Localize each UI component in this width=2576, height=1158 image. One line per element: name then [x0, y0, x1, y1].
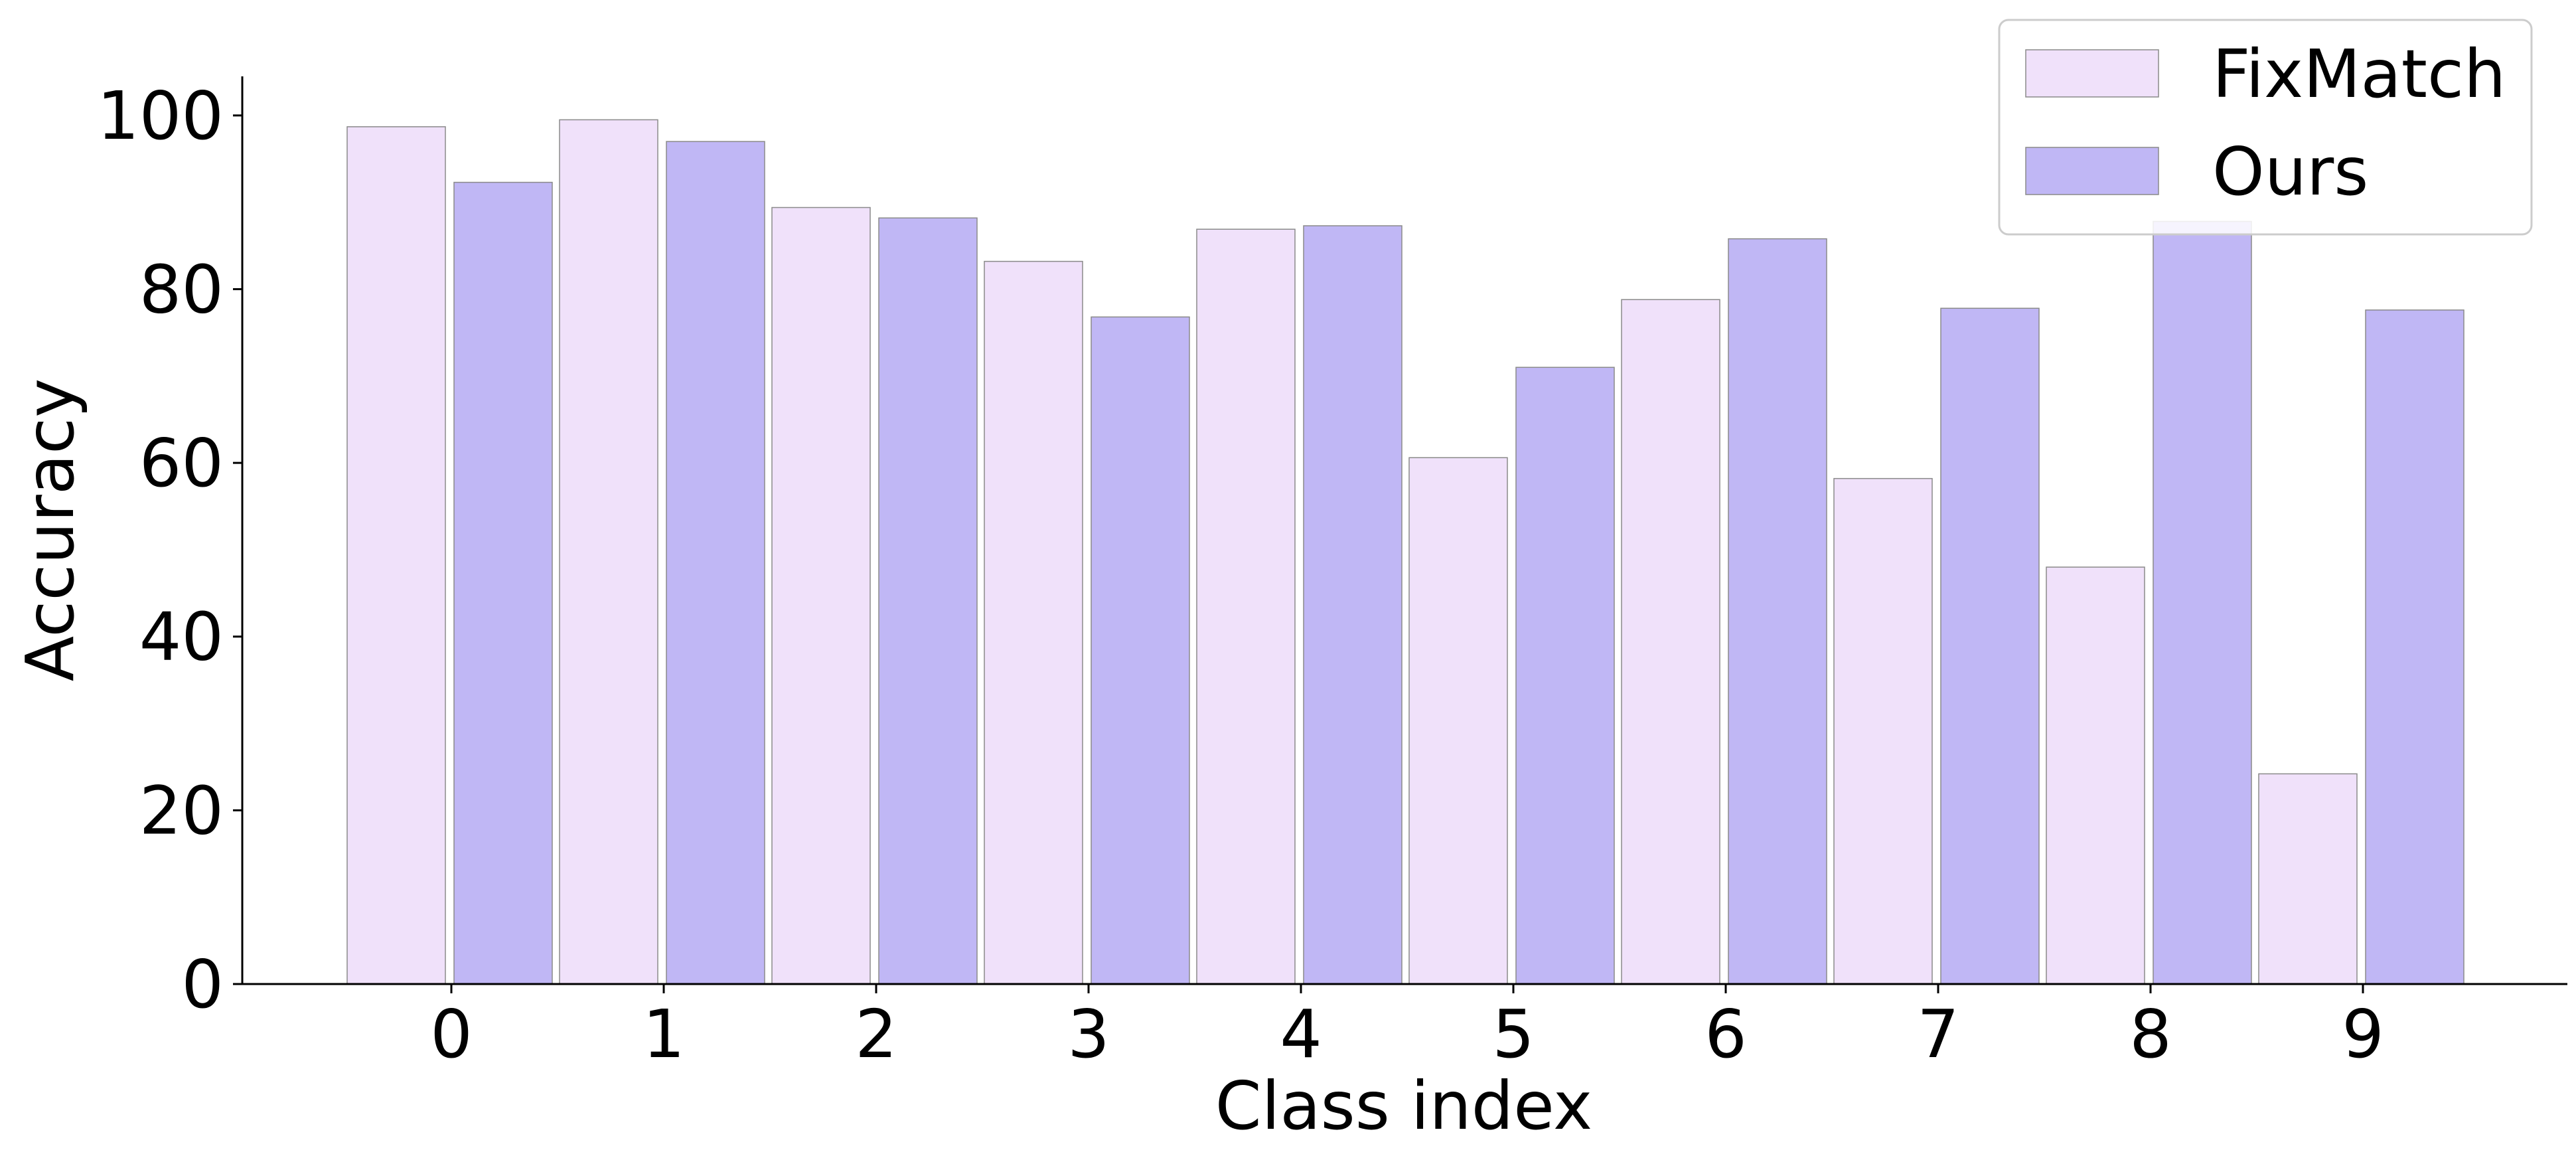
x-tick-label-0: 0 [430, 995, 473, 1073]
y-ticks-group: 0 20 40 60 80 100 [97, 77, 242, 1023]
x-tick-label-9: 9 [2342, 995, 2384, 1073]
x-tick-label-5: 5 [1492, 995, 1535, 1073]
x-tick-label-8: 8 [2129, 995, 2172, 1073]
bar-fixmatch-class-8 [2046, 566, 2145, 985]
bar-fixmatch-class-1 [559, 119, 658, 985]
x-tick-label-3: 3 [1067, 995, 1110, 1073]
legend: FixMatch Ours [1998, 19, 2533, 236]
bar-ours-class-3 [1091, 316, 1190, 985]
x-tick-label-4: 4 [1280, 995, 1322, 1073]
bar-fixmatch-class-7 [1833, 477, 1933, 985]
bar-fixmatch-class-5 [1408, 457, 1508, 985]
y-axis-title: Accuracy [11, 378, 89, 682]
x-tick-label-2: 2 [855, 995, 897, 1073]
bar-ours-class-7 [1940, 307, 2040, 985]
x-tick-label-7: 7 [1917, 995, 1959, 1073]
bar-ours-class-6 [1728, 238, 1827, 985]
bar-ours-class-8 [2153, 220, 2252, 985]
bar-fixmatch-class-0 [346, 126, 446, 985]
bar-fixmatch-class-2 [771, 207, 871, 985]
bar-ours-class-0 [453, 181, 553, 985]
legend-label-fixmatch: FixMatch [2212, 35, 2506, 113]
bar-ours-class-1 [666, 141, 765, 985]
bar-ours-class-5 [1515, 367, 1615, 985]
y-tick-label-80: 80 [139, 250, 224, 328]
bar-fixmatch-class-6 [1621, 299, 1720, 985]
y-tick-label-60: 60 [139, 424, 224, 502]
x-axis-title: Class index [1215, 1067, 1592, 1145]
bar-fixmatch-class-4 [1196, 228, 1296, 985]
x-tick-label-1: 1 [643, 995, 685, 1073]
y-tick-label-20: 20 [139, 772, 224, 849]
y-tick-label-0: 0 [181, 946, 224, 1023]
bar-fixmatch-class-3 [984, 260, 1083, 985]
x-ticks-group: 0 1 2 3 4 5 6 7 8 9 [430, 984, 2384, 1073]
legend-swatch-ours [2025, 147, 2159, 195]
y-tick-label-100: 100 [97, 77, 224, 155]
bar-ours-class-9 [2365, 309, 2464, 985]
legend-label-ours: Ours [2212, 133, 2368, 210]
x-tick-label-6: 6 [1705, 995, 1747, 1073]
bars-group [346, 119, 2464, 985]
bar-fixmatch-class-9 [2258, 773, 2358, 985]
bar-ours-class-4 [1303, 225, 1402, 985]
legend-swatch-fixmatch [2025, 49, 2159, 98]
bar-ours-class-2 [878, 217, 978, 985]
y-tick-label-40: 40 [139, 598, 224, 676]
